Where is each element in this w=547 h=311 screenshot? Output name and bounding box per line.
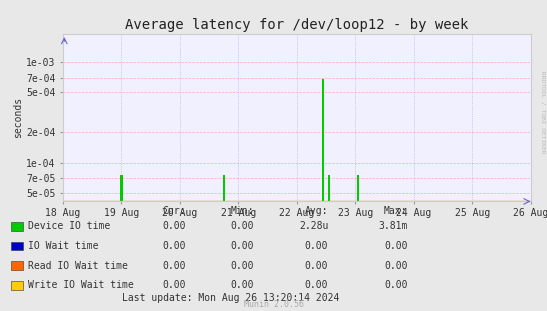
Bar [120, 175, 123, 201]
Text: RRDTOOL / TOBI OETIKER: RRDTOOL / TOBI OETIKER [541, 71, 546, 153]
Text: Read IO Wait time: Read IO Wait time [28, 261, 129, 271]
Text: 2.28u: 2.28u [299, 221, 328, 231]
Y-axis label: seconds: seconds [13, 97, 23, 138]
Text: 0.00: 0.00 [305, 280, 328, 290]
Text: 0.00: 0.00 [384, 280, 408, 290]
Text: 0.00: 0.00 [384, 261, 408, 271]
Text: 0.00: 0.00 [305, 261, 328, 271]
Bar [328, 175, 330, 201]
Text: 0.00: 0.00 [384, 241, 408, 251]
Text: Cur:: Cur: [162, 206, 186, 216]
Text: Munin 2.0.56: Munin 2.0.56 [243, 300, 304, 309]
Text: IO Wait time: IO Wait time [28, 241, 99, 251]
Text: 0.00: 0.00 [162, 280, 186, 290]
Text: 0.00: 0.00 [231, 280, 254, 290]
Bar [223, 175, 225, 201]
Text: 0.00: 0.00 [231, 261, 254, 271]
Text: 3.81m: 3.81m [378, 221, 408, 231]
Text: Min:: Min: [231, 206, 254, 216]
Bar [322, 79, 324, 201]
Text: Write IO Wait time: Write IO Wait time [28, 280, 134, 290]
Title: Average latency for /dev/loop12 - by week: Average latency for /dev/loop12 - by wee… [125, 18, 468, 32]
Text: 0.00: 0.00 [231, 221, 254, 231]
Text: Avg:: Avg: [305, 206, 328, 216]
Text: Last update: Mon Aug 26 13:20:14 2024: Last update: Mon Aug 26 13:20:14 2024 [122, 293, 339, 303]
Bar [357, 175, 359, 201]
Text: 0.00: 0.00 [231, 241, 254, 251]
Text: 0.00: 0.00 [162, 241, 186, 251]
Text: 0.00: 0.00 [162, 261, 186, 271]
Text: 0.00: 0.00 [162, 221, 186, 231]
Text: Device IO time: Device IO time [28, 221, 110, 231]
Text: 0.00: 0.00 [305, 241, 328, 251]
Text: Max:: Max: [384, 206, 408, 216]
